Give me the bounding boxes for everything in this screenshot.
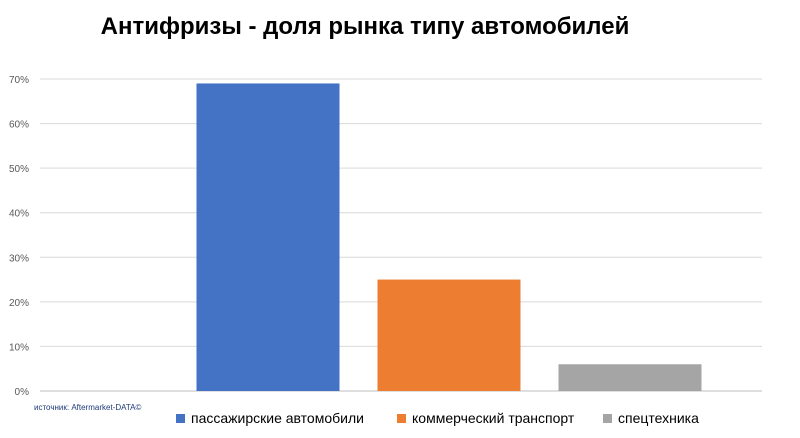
bar-1 [377,279,521,391]
legend-label-passenger-cars: пассажирские автомобили [191,410,364,426]
chart-title: Антифризы - доля рынка типу автомобилей [100,13,630,40]
legend-label-special-equipment: спецтехника [618,410,699,426]
legend-swatch-special-equipment [603,413,612,423]
y-tick-label: 30% [9,253,29,264]
legend-item-commercial-transport: коммерческий транспорт [397,410,574,426]
y-tick-label: 50% [9,164,29,175]
source-note: источник: Aftermarket-DATA© [34,403,142,412]
y-tick-label: 60% [9,120,29,131]
legend-swatch-passenger-cars [176,413,185,423]
y-tick-label: 20% [9,298,29,309]
legend-item-passenger-cars: пассажирские автомобили [176,410,364,426]
y-tick-label: 40% [9,209,29,220]
legend-swatch-commercial-transport [397,413,406,423]
y-tick-label: 70% [9,75,29,86]
y-tick-label: 10% [9,342,29,353]
bars [196,83,702,391]
legend-label-commercial-transport: коммерческий транспорт [412,410,575,426]
y-axis-tick-labels: 0% 10% 20% 30% 40% 50% 60% 70% [9,75,29,398]
bar-0 [196,83,340,391]
bar-2 [558,364,702,391]
legend: пассажирские автомобили коммерческий тра… [0,410,800,430]
y-tick-label: 0% [15,387,30,398]
legend-item-special-equipment: спецтехника [603,410,699,426]
